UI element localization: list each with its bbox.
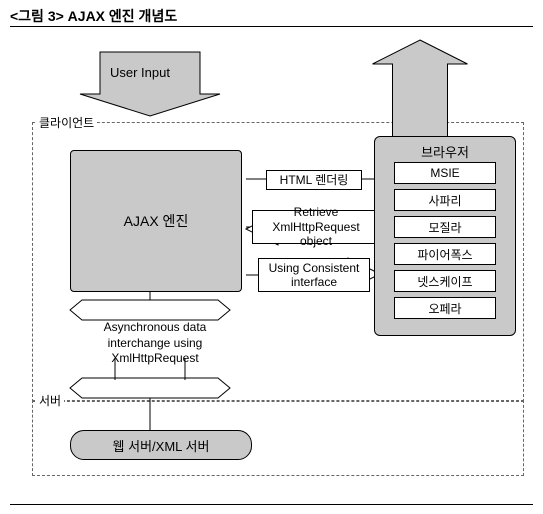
ajax-engine-label: AJAX 엔진 xyxy=(124,211,189,231)
figure-canvas: <그림 3> AJAX 엔진 개념도 클라이언트 서버 User Input A… xyxy=(0,0,543,514)
rule-top xyxy=(10,26,533,27)
browser-item: 모질라 xyxy=(394,216,496,238)
server-label: 서버 xyxy=(36,392,64,409)
browser-item: 파이어폭스 xyxy=(394,243,496,265)
browser-item: 오페라 xyxy=(394,297,496,319)
user-input-arrow xyxy=(80,52,220,116)
async-label: Asynchronous datainterchange usingXmlHtt… xyxy=(80,320,230,367)
rule-bottom xyxy=(10,504,533,505)
ajax-engine-box: AJAX 엔진 xyxy=(70,150,242,292)
browser-label: 브라우저 xyxy=(402,142,488,161)
webserver-label: 웹 서버/XML 서버 xyxy=(113,436,210,455)
client-label: 클라이언트 xyxy=(36,114,97,131)
browser-item: 사파리 xyxy=(394,189,496,211)
mid-label-using: Using Consistentinterface xyxy=(258,258,370,292)
webserver-box: 웹 서버/XML 서버 xyxy=(70,430,252,460)
figure-title: <그림 3> AJAX 엔진 개념도 xyxy=(10,6,177,26)
user-input-label: User Input xyxy=(110,65,170,80)
browser-item: 넷스케이프 xyxy=(394,270,496,292)
mid-label-retrieve: RetrieveXmlHttpRequest object xyxy=(252,210,380,244)
browser-item: MSIE xyxy=(394,162,496,184)
mid-label-html: HTML 렌더링 xyxy=(266,170,362,190)
